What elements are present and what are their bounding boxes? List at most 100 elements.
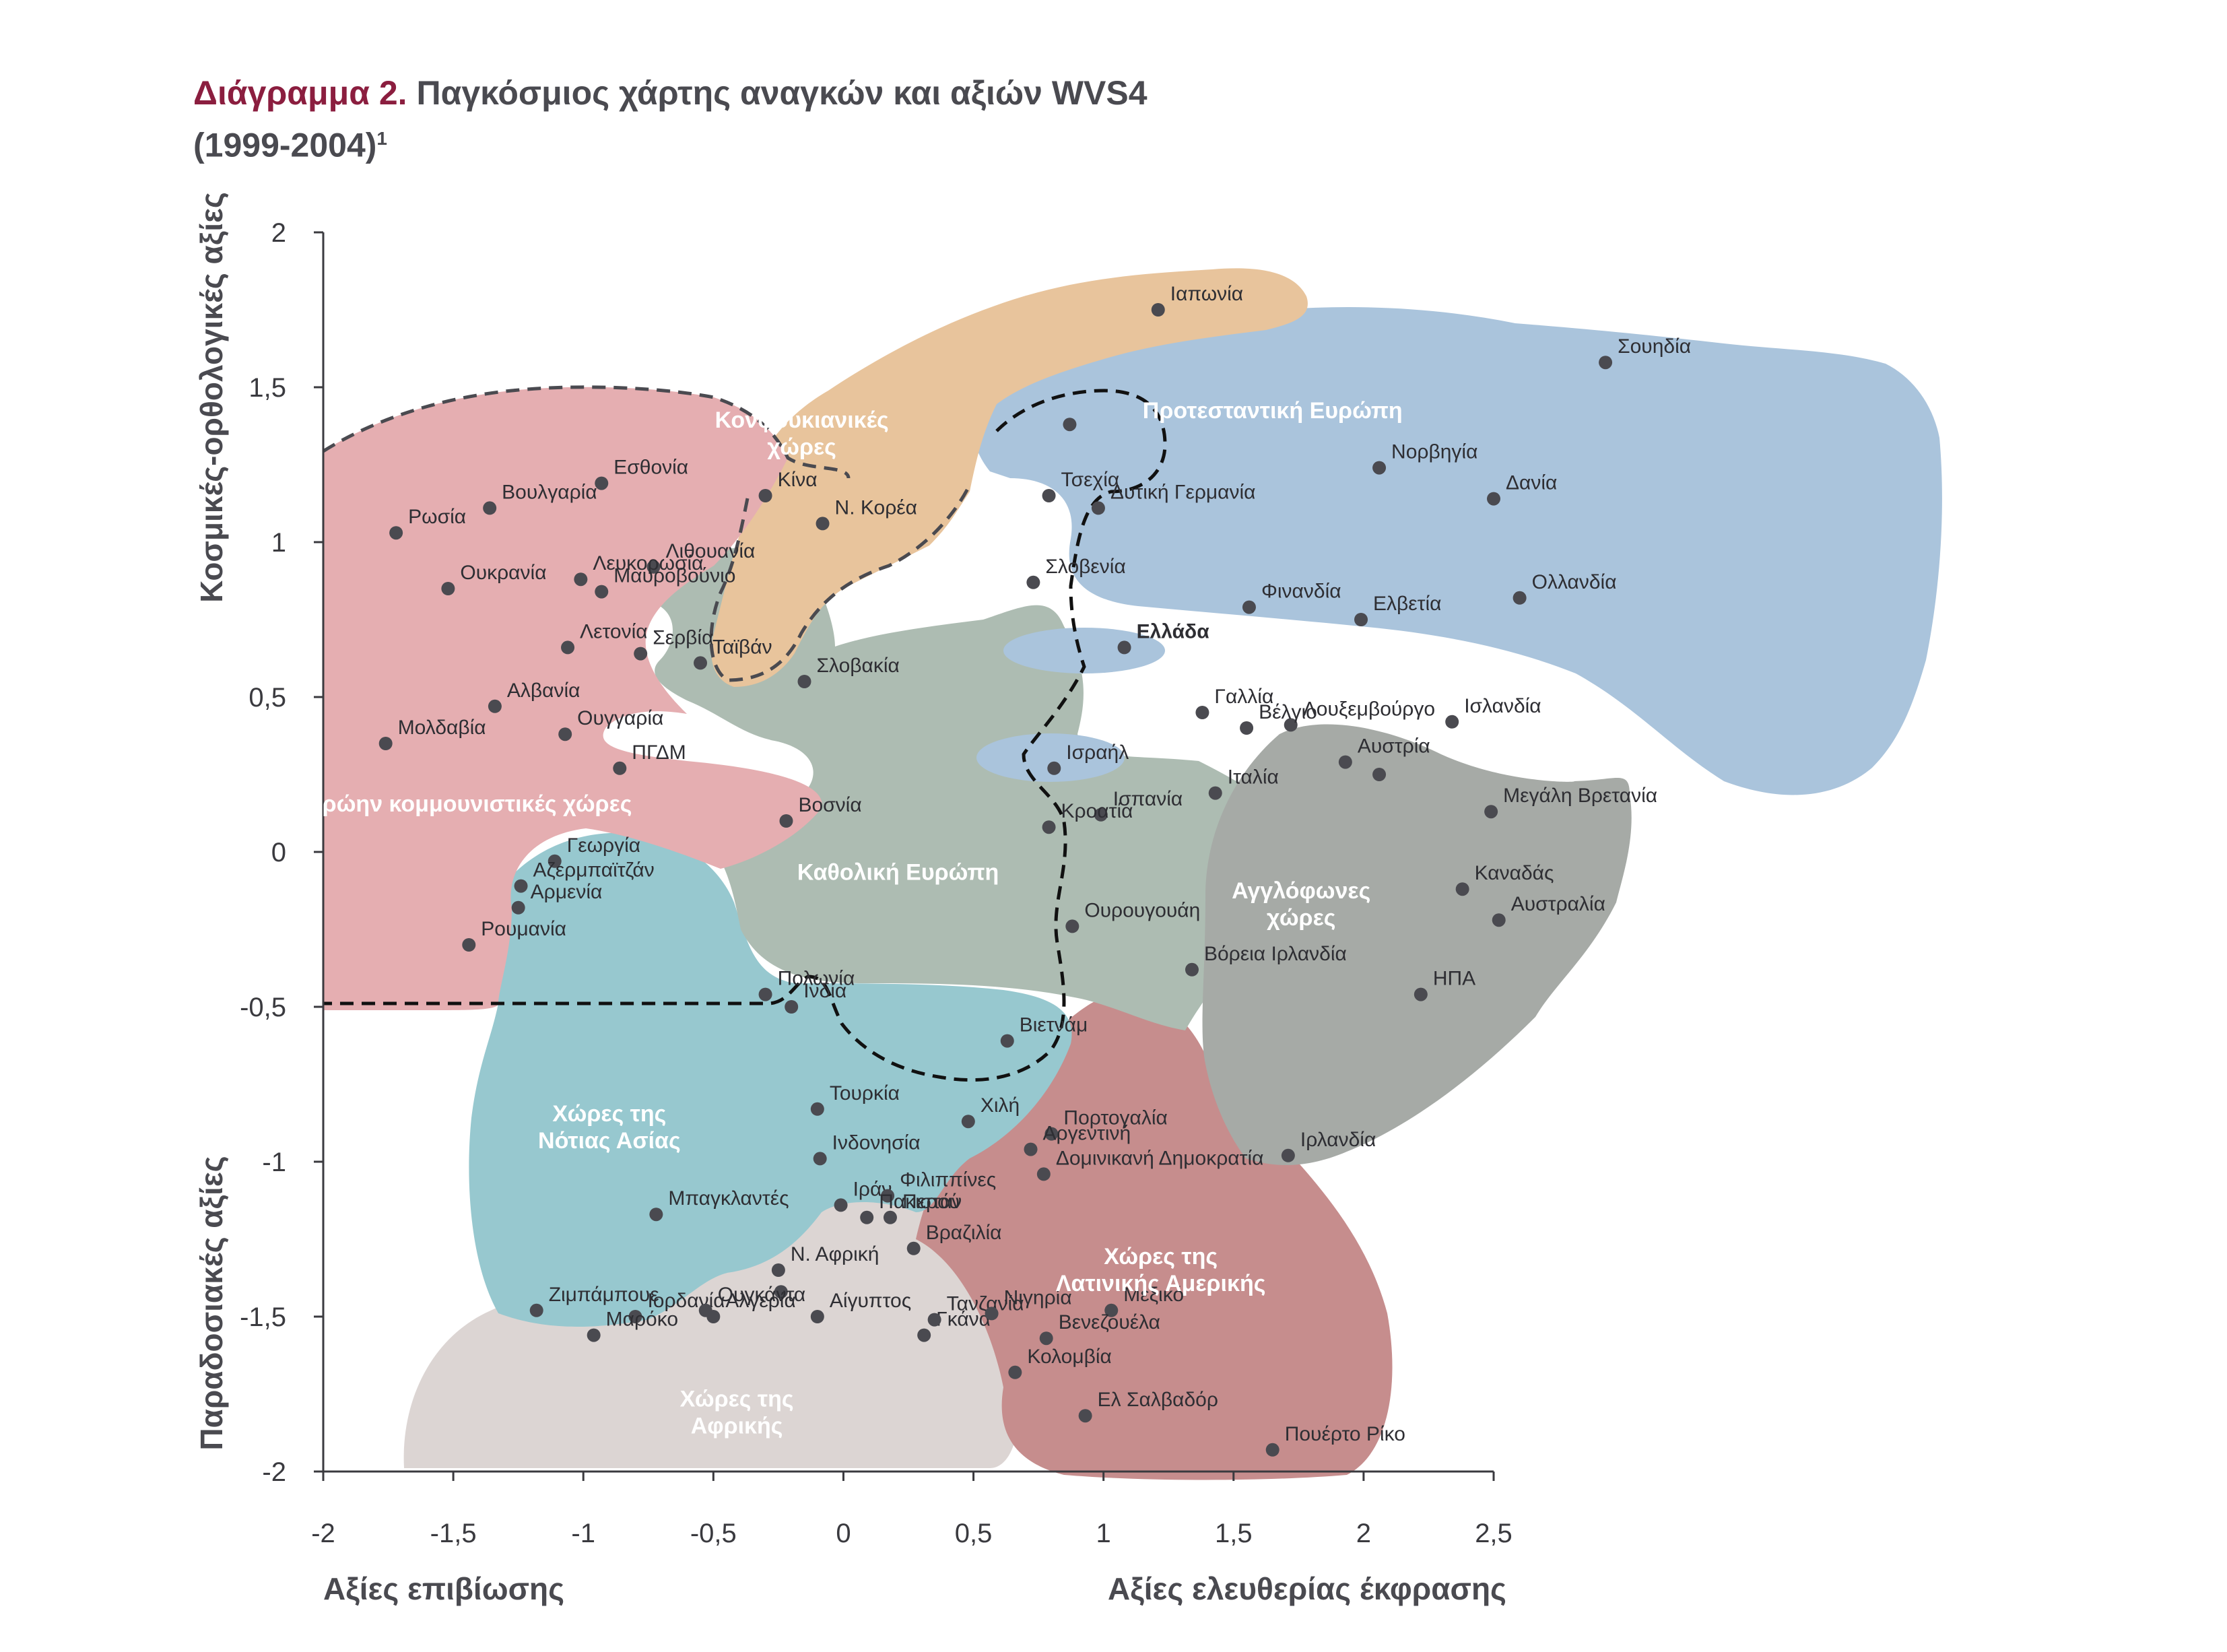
country-label: Λουξεμβούργο: [1303, 698, 1435, 720]
zone-label: Χώρες της Αφρικής: [680, 1386, 794, 1439]
country-marker: [1513, 591, 1527, 605]
country-point: Βόρεια Ιρλανδία: [1185, 943, 1347, 977]
country-marker: [587, 1328, 601, 1342]
country-label: Βουλγαρία: [502, 481, 597, 503]
country-label: Ουκρανία: [460, 562, 546, 584]
country-label: Πουέρτο Ρίκο: [1285, 1423, 1405, 1445]
country-label: Ελ Σαλβαδόρ: [1098, 1389, 1218, 1411]
country-marker: [1036, 1167, 1051, 1181]
country-label: Ολλανδία: [1532, 571, 1617, 593]
country-point: Σλοβενία: [1026, 556, 1126, 589]
country-marker: [810, 1310, 824, 1323]
country-point: Ουκρανία: [441, 562, 547, 595]
country-marker: [785, 1000, 799, 1014]
zone-catholic-europe: [626, 547, 1302, 1030]
country-marker: [378, 737, 393, 750]
country-label: Ιαπωνία: [1170, 283, 1243, 305]
country-marker: [595, 476, 609, 490]
zone-label: Καθολική Ευρώπη: [797, 859, 999, 885]
country-point: Καναδάς: [1455, 862, 1554, 896]
country-marker: [860, 1210, 874, 1224]
country-point: [1063, 418, 1077, 432]
country-marker: [961, 1115, 975, 1129]
country-marker: [1599, 356, 1613, 370]
country-point: Βοσνία: [779, 794, 862, 828]
country-marker: [613, 761, 627, 775]
country-label: Ταϊβάν: [712, 636, 772, 658]
country-label: Ουγγαρία: [577, 707, 663, 729]
country-point: Λουξεμβούργο: [1284, 698, 1435, 732]
country-marker: [488, 699, 502, 713]
boundary-protestant-catholic: [323, 389, 1167, 1082]
country-label: Ιταλία: [1228, 766, 1279, 789]
country-label: Σλοβενία: [1045, 556, 1125, 578]
country-point: Εσθονία: [595, 457, 688, 490]
country-point: Ουγγαρία: [558, 707, 663, 741]
country-marker: [1151, 303, 1165, 317]
zone-latin-america: [916, 995, 1393, 1480]
country-label: ΠΓΔΜ: [632, 741, 686, 764]
country-marker: [1372, 461, 1387, 475]
country-label: Κίνα: [778, 469, 818, 491]
country-point: Αλβανία: [488, 680, 580, 713]
country-point: Ιορδανία: [628, 1290, 725, 1323]
chart-title-lead: Διάγραμμα 2.: [193, 74, 407, 112]
x-tick-label: -2: [311, 1519, 335, 1548]
country-marker: [1094, 807, 1108, 822]
country-point: Σουηδία: [1599, 335, 1691, 370]
country-point: Λετονία: [561, 620, 648, 655]
country-marker: [1008, 1365, 1022, 1379]
country-point: Ν. Κορέα: [816, 496, 917, 531]
country-marker: [1185, 962, 1199, 977]
country-marker: [779, 814, 793, 828]
chart-title-text: Παγκόσμιος χάρτης αναγκών και αξιών WVS4: [416, 74, 1148, 112]
chart-title: Διάγραμμα 2. Παγκόσμιος χάρτης αναγκών κ…: [193, 70, 1148, 168]
country-marker: [1414, 987, 1428, 1001]
country-point: Λευκορωσία: [574, 552, 704, 587]
country-label: Τανζανία: [947, 1293, 1024, 1315]
country-point: [774, 1285, 788, 1299]
country-label: Ελβετία: [1373, 593, 1442, 615]
boundary-former-communist: [322, 385, 851, 479]
country-label: Λιθουανία: [666, 540, 756, 562]
country-point: Ισραήλ: [1047, 741, 1129, 775]
country-point: Ιρλανδία: [1281, 1129, 1376, 1162]
country-point: Αρμενία: [511, 881, 602, 915]
y-tick-label: -1,5: [240, 1302, 286, 1332]
country-marker: [462, 938, 476, 952]
country-label: Χιλή: [980, 1094, 1020, 1117]
country-label: Βραζιλία: [926, 1222, 1002, 1244]
country-label: Βόρεια Ιρλανδία: [1204, 943, 1347, 965]
country-point: Φιλιππίνες: [881, 1169, 996, 1203]
country-label: Νορβηγία: [1391, 441, 1477, 463]
country-label: Δανία: [1506, 472, 1557, 494]
country-marker: [1208, 786, 1222, 800]
country-point: Νορβηγία: [1372, 441, 1477, 475]
country-label: Μαυροβούνιο: [613, 565, 735, 587]
country-marker: [1039, 1331, 1053, 1346]
country-point: Μεξικό: [1104, 1284, 1184, 1317]
country-label: Πολωνία: [778, 968, 855, 990]
country-marker: [1042, 820, 1056, 834]
zone-israel-highlight: [976, 733, 1125, 782]
country-marker: [1281, 1148, 1295, 1162]
country-marker: [1042, 489, 1056, 502]
country-label: Ν. Κορέα: [835, 496, 917, 519]
x-axis-title-left: Αξίες επιβίωσης: [323, 1571, 564, 1606]
country-label: Ισραήλ: [1066, 741, 1129, 764]
country-label: Βέλγιο: [1259, 701, 1317, 723]
country-point: Μπαγκλαντές: [649, 1187, 789, 1222]
country-label: Ινδία: [803, 980, 846, 1002]
country-marker: [1284, 718, 1298, 732]
country-label: Φινανδία: [1261, 581, 1341, 603]
country-marker: [649, 1208, 663, 1222]
country-label: Γκάνα: [936, 1309, 991, 1331]
country-marker: [634, 647, 648, 661]
country-marker: [816, 517, 830, 531]
x-tick-label: 2: [1356, 1519, 1371, 1548]
zone-south-asia: [469, 832, 1072, 1327]
country-marker: [441, 582, 455, 595]
country-point: Δανία: [1487, 472, 1557, 506]
country-point: Τανζανία: [927, 1293, 1024, 1327]
zone-label: Αγγλόφωνες χώρες: [1232, 878, 1370, 931]
